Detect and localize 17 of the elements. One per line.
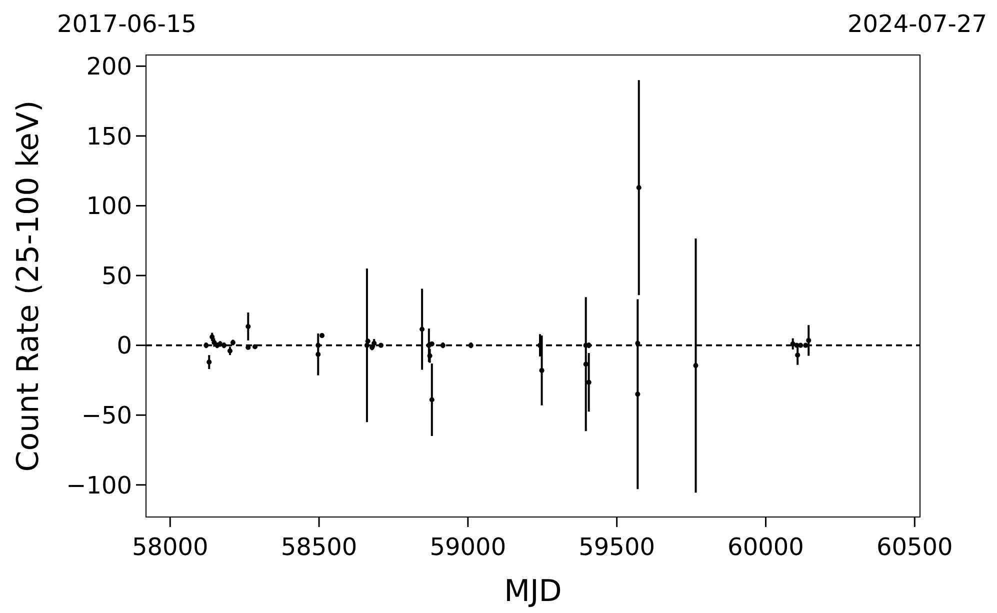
x-tick-label: 60500 [876,533,953,561]
y-tick-label: 150 [86,122,132,150]
x-tick-label: 59000 [430,533,506,561]
x-axis-title: MJD [504,574,562,609]
y-tick-label: 200 [86,52,132,81]
y-tick-label: −100 [66,471,132,500]
y-tick-label: −50 [81,402,132,430]
x-tick-label: 59500 [578,533,656,561]
text: 2017-06-15 [57,10,196,38]
y-tick-label: 100 [86,192,132,220]
y-axis-title: Count Rate (25-100 keV) [11,100,46,472]
x-tick-label: 58500 [280,533,358,561]
y-tick-label: 50 [101,262,132,290]
text: 2024-07-27 [848,10,987,38]
x-tick-label: 60000 [728,533,804,561]
x-tick-label: 58000 [132,533,208,561]
y-tick-label: 0 [116,332,132,360]
